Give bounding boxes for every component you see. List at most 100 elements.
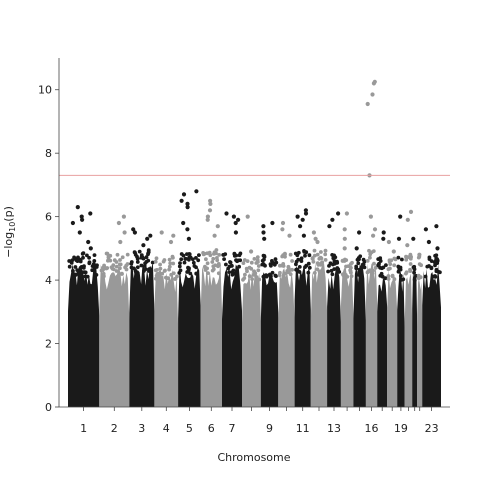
snp-point xyxy=(205,266,210,271)
y-tick-label: 4 xyxy=(45,274,52,287)
snp-point xyxy=(330,272,335,277)
snp-point xyxy=(74,272,78,277)
snp-point xyxy=(157,275,162,279)
snp-point xyxy=(432,274,436,279)
snp-point xyxy=(150,260,155,265)
top-snp-point xyxy=(208,201,213,206)
snp-point xyxy=(384,263,388,267)
chromosome-17-bulk xyxy=(377,277,388,407)
snp-point xyxy=(290,259,294,263)
chromosome-17-points xyxy=(376,230,388,407)
snp-point xyxy=(299,256,304,261)
top-snp-point xyxy=(171,233,176,238)
snp-point xyxy=(273,257,278,262)
snp-point xyxy=(143,267,148,271)
snp-point xyxy=(256,264,261,268)
top-snp-point xyxy=(398,214,403,219)
snp-point xyxy=(102,274,106,279)
snp-point xyxy=(171,255,175,260)
snp-point xyxy=(181,253,186,258)
snp-point xyxy=(357,267,362,272)
top-snp-point xyxy=(224,211,229,216)
snp-point xyxy=(140,255,145,260)
snp-point xyxy=(148,268,152,272)
snp-point xyxy=(135,254,139,259)
x-tick-label: 5 xyxy=(186,422,193,435)
top-snp-point xyxy=(280,227,285,232)
snp-point xyxy=(110,274,114,279)
top-snp-point xyxy=(75,205,80,210)
top-snp-point xyxy=(212,233,217,238)
top-snp-point xyxy=(434,224,439,229)
snp-point xyxy=(250,277,255,281)
snp-point xyxy=(214,248,219,252)
chromosome-3-points xyxy=(129,227,155,407)
snp-point xyxy=(317,269,322,274)
chromosome-6-bulk xyxy=(200,261,222,407)
snp-point xyxy=(247,274,252,279)
top-snp-point xyxy=(70,220,75,226)
y-axis-label-subscript: 10 xyxy=(8,222,17,232)
top-snp-point xyxy=(185,227,190,232)
snp-point xyxy=(177,264,182,269)
top-snp-point xyxy=(118,239,123,245)
chromosome-19-points xyxy=(396,214,406,407)
snp-point xyxy=(185,252,189,256)
snp-point xyxy=(194,271,199,276)
snp-point xyxy=(154,273,159,278)
snp-point xyxy=(319,250,323,254)
snp-point xyxy=(386,267,391,272)
chromosome-23-points xyxy=(422,224,442,407)
top-snp-point xyxy=(295,214,300,219)
top-snp-point xyxy=(77,230,82,235)
chromosome-23-bulk xyxy=(422,264,441,407)
chromosome-7-points xyxy=(221,211,243,407)
snp-point xyxy=(243,272,247,277)
snp-point xyxy=(323,248,328,253)
snp-point xyxy=(71,269,75,273)
snp-point xyxy=(137,249,142,254)
snp-point xyxy=(296,250,301,255)
chromosome-2-points xyxy=(99,214,130,407)
top-snp-point xyxy=(313,236,318,241)
top-snp-point xyxy=(365,101,370,107)
snp-point xyxy=(114,264,119,269)
top-snp-point xyxy=(205,217,210,222)
snp-point xyxy=(208,253,213,258)
chromosome-1-bulk xyxy=(68,264,100,407)
snp-point xyxy=(376,263,381,268)
top-snp-point xyxy=(186,236,191,241)
chromosome-16-bulk xyxy=(365,262,378,407)
snp-point xyxy=(252,257,257,261)
top-snp-point xyxy=(88,211,93,216)
axes xyxy=(58,58,450,408)
snp-point xyxy=(78,259,83,264)
top-snp-point xyxy=(249,249,254,254)
snp-point xyxy=(235,269,239,273)
chromosome-7-bulk xyxy=(222,264,242,407)
snp-point xyxy=(273,273,278,278)
snp-point xyxy=(67,259,72,263)
snp-point xyxy=(365,259,370,263)
snp-point xyxy=(205,251,210,256)
snp-point xyxy=(191,260,196,265)
y-axis-label-prefix: −log xyxy=(2,232,15,258)
x-tick-label: 3 xyxy=(138,422,145,435)
snp-point xyxy=(177,271,182,275)
snp-point xyxy=(335,261,340,265)
snp-point xyxy=(109,265,114,270)
snp-point xyxy=(354,264,359,269)
snp-point xyxy=(154,256,159,261)
snp-point xyxy=(311,259,316,264)
snp-point xyxy=(371,249,376,254)
snp-point xyxy=(315,261,320,266)
snp-point xyxy=(123,265,127,270)
snp-point xyxy=(247,265,252,270)
top-snp-point xyxy=(372,227,378,232)
snp-point xyxy=(222,257,227,261)
snp-point xyxy=(323,252,328,257)
snp-point xyxy=(396,255,401,260)
snp-point xyxy=(297,270,302,274)
snp-point xyxy=(332,267,337,271)
top-snp-point xyxy=(86,239,91,245)
